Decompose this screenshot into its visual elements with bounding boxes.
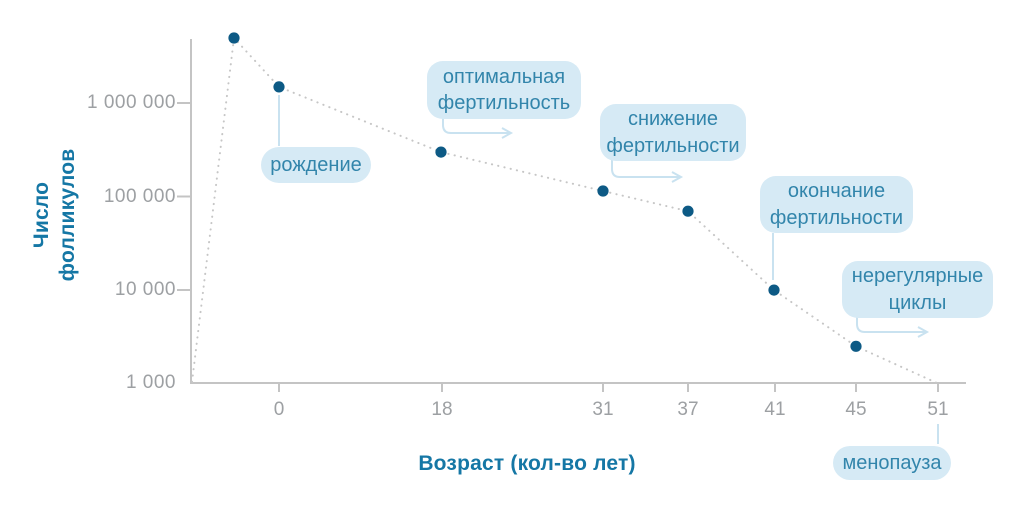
- callout-birth: рождение: [261, 147, 371, 183]
- y-axis-title: Число фолликулов: [30, 148, 79, 282]
- x-tick-label: 37: [677, 399, 699, 420]
- data-points: [228, 32, 862, 352]
- y-tick-label: 1 000: [125, 372, 176, 393]
- axes: [177, 39, 966, 392]
- x-axis-title: Возраст (кол-во лет): [418, 452, 636, 475]
- x-tick-label: 41: [764, 399, 786, 420]
- x-tick-label: 18: [431, 399, 453, 420]
- callout-declining-fertility: снижение фертильности: [600, 104, 746, 161]
- y-tick-label: 1 000 000: [86, 92, 176, 113]
- data-point: [850, 340, 862, 352]
- data-point: [597, 185, 609, 197]
- data-point: [273, 81, 285, 93]
- optimal-fertility-arrow: [442, 117, 514, 139]
- y-tick-label: 100 000: [103, 186, 176, 207]
- y-tick-label: 10 000: [114, 279, 176, 300]
- callout-end-of-fertility: окончание фертильности: [760, 176, 913, 233]
- callout-connectors: [278, 95, 939, 444]
- x-tick-label: 31: [592, 399, 614, 420]
- x-tick-label: 0: [273, 399, 285, 420]
- callout-optimal-fertility: оптимальная фертильность: [427, 61, 581, 119]
- callout-menopause: менопауза: [833, 446, 951, 480]
- data-point: [228, 32, 240, 44]
- data-point: [435, 146, 447, 158]
- x-tick-label: 51: [927, 399, 949, 420]
- data-point: [682, 205, 694, 217]
- callout-irregular-cycles: нерегулярные циклы: [842, 261, 993, 318]
- x-tick-label: 45: [845, 399, 867, 420]
- declining-fertility-arrow: [611, 159, 684, 183]
- data-point: [768, 284, 780, 296]
- irregular-cycles-arrow: [856, 316, 930, 338]
